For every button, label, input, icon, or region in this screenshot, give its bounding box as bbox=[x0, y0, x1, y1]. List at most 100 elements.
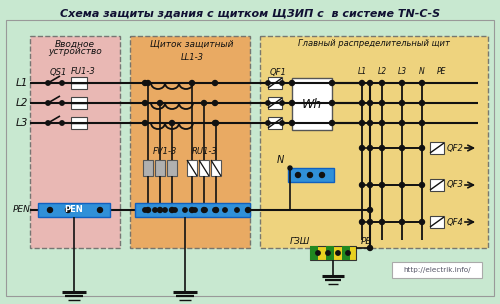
Circle shape bbox=[330, 101, 334, 105]
Circle shape bbox=[296, 172, 300, 178]
Text: QF1: QF1 bbox=[270, 67, 286, 77]
Circle shape bbox=[368, 219, 372, 224]
Circle shape bbox=[214, 120, 218, 126]
Circle shape bbox=[400, 182, 404, 188]
Circle shape bbox=[153, 208, 157, 212]
Circle shape bbox=[400, 81, 404, 85]
Circle shape bbox=[400, 101, 404, 105]
Circle shape bbox=[420, 182, 424, 188]
Circle shape bbox=[223, 208, 227, 212]
Circle shape bbox=[146, 208, 150, 212]
Circle shape bbox=[235, 208, 239, 212]
Text: Вводное: Вводное bbox=[55, 40, 95, 49]
Circle shape bbox=[330, 120, 334, 126]
Circle shape bbox=[173, 208, 177, 212]
Circle shape bbox=[326, 251, 330, 255]
Text: FU1-3: FU1-3 bbox=[70, 67, 96, 77]
Bar bbox=[167, 160, 177, 176]
Circle shape bbox=[170, 120, 174, 126]
Circle shape bbox=[60, 101, 64, 105]
Text: ГЗШ: ГЗШ bbox=[290, 237, 310, 246]
Circle shape bbox=[368, 182, 372, 188]
Bar bbox=[342, 246, 350, 260]
Circle shape bbox=[246, 208, 250, 212]
Circle shape bbox=[203, 208, 207, 212]
Text: L3: L3 bbox=[398, 67, 406, 77]
Text: L3: L3 bbox=[16, 118, 28, 128]
Circle shape bbox=[170, 208, 174, 212]
Bar bbox=[288, 168, 334, 182]
Circle shape bbox=[158, 208, 162, 212]
Circle shape bbox=[360, 81, 364, 85]
Circle shape bbox=[46, 81, 50, 85]
Text: L1: L1 bbox=[358, 67, 366, 77]
Bar bbox=[310, 246, 318, 260]
Text: L2: L2 bbox=[378, 67, 386, 77]
Text: Wh: Wh bbox=[302, 98, 322, 110]
Text: LL1-3: LL1-3 bbox=[180, 54, 204, 63]
Circle shape bbox=[400, 219, 404, 224]
Circle shape bbox=[400, 146, 404, 150]
Text: http://electrik.info/: http://electrik.info/ bbox=[403, 267, 471, 273]
Bar bbox=[268, 97, 282, 109]
Text: RU1-3: RU1-3 bbox=[192, 147, 218, 157]
Circle shape bbox=[368, 81, 372, 85]
Circle shape bbox=[360, 182, 364, 188]
Circle shape bbox=[98, 208, 102, 212]
Circle shape bbox=[308, 172, 312, 178]
Circle shape bbox=[420, 81, 424, 85]
Text: QF2: QF2 bbox=[446, 143, 464, 153]
Bar bbox=[292, 78, 332, 130]
Text: Схема защиты здания с щитком ЩЗИП с  в системе TN-C-S: Схема защиты здания с щитком ЩЗИП с в си… bbox=[60, 8, 440, 18]
Circle shape bbox=[190, 81, 194, 85]
Circle shape bbox=[368, 120, 372, 126]
Circle shape bbox=[330, 81, 334, 85]
Circle shape bbox=[266, 101, 270, 105]
Circle shape bbox=[266, 81, 270, 85]
Circle shape bbox=[143, 208, 147, 212]
Bar bbox=[430, 142, 444, 154]
Circle shape bbox=[360, 120, 364, 126]
Circle shape bbox=[420, 120, 424, 126]
Circle shape bbox=[380, 146, 384, 150]
Circle shape bbox=[146, 81, 150, 85]
Text: PEN: PEN bbox=[64, 206, 84, 215]
Circle shape bbox=[46, 121, 50, 125]
Circle shape bbox=[290, 120, 294, 126]
Bar bbox=[430, 179, 444, 191]
Circle shape bbox=[360, 101, 364, 105]
Text: Главный распределительный щит: Главный распределительный щит bbox=[298, 40, 450, 49]
Circle shape bbox=[380, 182, 384, 188]
Text: QS1: QS1 bbox=[50, 67, 66, 77]
Bar bbox=[130, 36, 250, 248]
Circle shape bbox=[380, 101, 384, 105]
Bar bbox=[268, 77, 282, 89]
Circle shape bbox=[346, 251, 350, 255]
Text: L2: L2 bbox=[16, 98, 28, 108]
Circle shape bbox=[368, 208, 372, 212]
Bar bbox=[135, 203, 250, 217]
Circle shape bbox=[60, 121, 64, 125]
Circle shape bbox=[290, 101, 294, 105]
Circle shape bbox=[46, 101, 50, 105]
Bar bbox=[71, 97, 87, 109]
Circle shape bbox=[280, 101, 284, 105]
Bar bbox=[30, 36, 120, 248]
Text: PE: PE bbox=[360, 237, 372, 246]
Text: PE: PE bbox=[437, 67, 447, 77]
Circle shape bbox=[142, 101, 148, 105]
Text: L1: L1 bbox=[16, 78, 28, 88]
Circle shape bbox=[60, 81, 64, 85]
Circle shape bbox=[202, 101, 206, 105]
Bar bbox=[71, 77, 87, 89]
Bar bbox=[71, 117, 87, 129]
Text: устройство: устройство bbox=[48, 47, 102, 57]
Circle shape bbox=[316, 251, 320, 255]
Circle shape bbox=[190, 208, 194, 212]
Bar bbox=[143, 160, 153, 176]
Circle shape bbox=[183, 208, 187, 212]
Circle shape bbox=[280, 121, 284, 125]
Bar bbox=[268, 117, 282, 129]
Circle shape bbox=[142, 120, 148, 126]
Circle shape bbox=[142, 81, 148, 85]
